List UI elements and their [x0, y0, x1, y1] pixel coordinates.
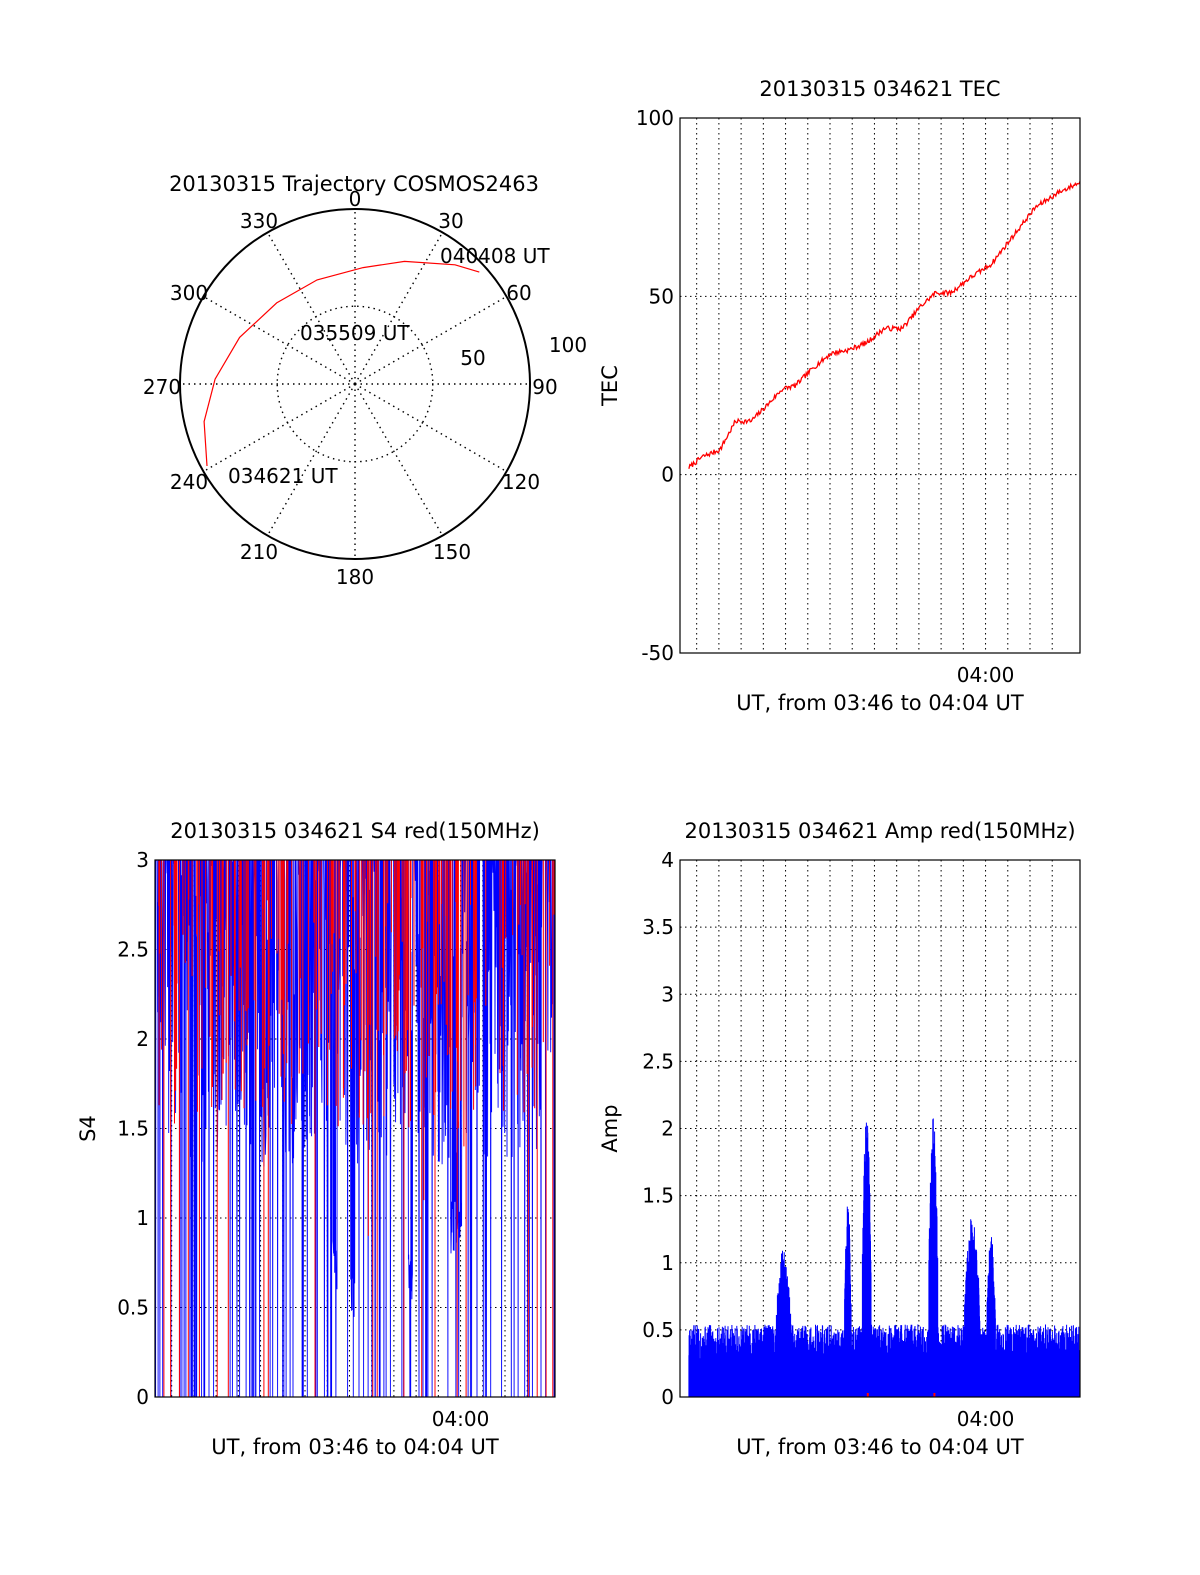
- s4-title: 20130315 034621 S4 red(150MHz): [170, 819, 540, 843]
- y-tick-label: 3: [136, 848, 149, 872]
- s4-panel: 0 0.5 1 1.5 2 2.5 3 04:00 20130315 034621 S4 red…: [76, 819, 556, 1459]
- y-tick-label: 0.5: [117, 1296, 149, 1320]
- radial-label-100: 100: [549, 333, 587, 357]
- tec-panel: -50 0 50 100 04:00 20130315 034621 TEC UT, fro…: [598, 77, 1081, 715]
- azimuth-label-330: 330: [240, 209, 278, 233]
- y-tick-label: 1: [136, 1206, 149, 1230]
- azimuth-spoke-120: [354, 383, 507, 473]
- y-tick-label: 100: [636, 106, 674, 130]
- trajectory-track-red: [203, 260, 480, 467]
- x-axis-label: UT, from 03:46 to 04:04 UT: [736, 691, 1024, 715]
- polar-outer-circle: [179, 208, 531, 560]
- y-tick-label: 3.5: [642, 915, 674, 939]
- y-tick-label: 2.5: [117, 938, 149, 962]
- azimuth-label-30: 30: [438, 209, 463, 233]
- y-tick-label: 0: [661, 463, 674, 487]
- azimuth-label-240: 240: [170, 470, 208, 494]
- trajectory-title: 20130315 Trajectory COSMOS2463: [169, 172, 539, 196]
- azimuth-label-120: 120: [502, 470, 540, 494]
- x-tick-label: 04:00: [957, 1407, 1015, 1431]
- elevation-ring-50: [276, 305, 434, 463]
- y-tick-label: 1: [661, 1251, 674, 1275]
- azimuth-label-270: 270: [143, 375, 181, 399]
- amp-series-blue: [688, 1118, 1081, 1397]
- y-tick-label: 4: [661, 848, 674, 872]
- azimuth-label-0: 0: [349, 187, 362, 211]
- azimuth-label-300: 300: [170, 281, 208, 305]
- tec-plot-frame: [679, 117, 1081, 654]
- y-axis-label: TEC: [598, 365, 622, 407]
- azimuth-spoke-30: [354, 232, 444, 385]
- y-tick-label: 2: [136, 1027, 149, 1051]
- amp-series-red: [866, 1393, 936, 1397]
- amp-panel: 0 0.5 1 1.5 2 2.5 3 3.5 4 04:00 20130315 034621 Am…: [598, 819, 1081, 1459]
- y-tick-label: 2: [661, 1117, 674, 1141]
- y-tick-label: 0: [661, 1385, 674, 1409]
- azimuth-label-60: 60: [506, 281, 531, 305]
- trajectory-annotation: 035509 UT: [300, 321, 410, 345]
- y-tick-label: 0.5: [642, 1318, 674, 1342]
- y-tick-label: 2.5: [642, 1049, 674, 1073]
- azimuth-label-210: 210: [240, 540, 278, 564]
- y-axis-label: S4: [76, 1115, 100, 1142]
- azimuth-spoke-240: [203, 383, 356, 473]
- tec-series-red: [688, 181, 1081, 469]
- azimuth-label-180: 180: [336, 565, 374, 589]
- y-tick-label: -50: [641, 641, 674, 665]
- azimuth-label-150: 150: [433, 540, 471, 564]
- trajectory-annotation: 040408 UT: [440, 244, 550, 268]
- y-axis-label: Amp: [598, 1104, 622, 1152]
- x-tick-label: 04:00: [432, 1407, 490, 1431]
- x-tick-label: 04:00: [957, 663, 1015, 687]
- s4-plot-frame: [154, 859, 556, 1398]
- x-axis-label: UT, from 03:46 to 04:04 UT: [736, 1435, 1024, 1459]
- y-tick-label: 50: [649, 284, 674, 308]
- amp-plot-frame: [679, 859, 1081, 1398]
- tec-title: 20130315 034621 TEC: [759, 77, 1000, 101]
- azimuth-spoke-330: [266, 232, 356, 385]
- radial-label-50: 50: [460, 346, 485, 370]
- x-axis-label: UT, from 03:46 to 04:04 UT: [211, 1435, 499, 1459]
- s4-series-red: [158, 860, 555, 1397]
- y-tick-label: 1.5: [642, 1184, 674, 1208]
- y-tick-label: 3: [661, 982, 674, 1006]
- trajectory-annotation: 034621 UT: [228, 464, 338, 488]
- azimuth-label-90: 90: [532, 375, 557, 399]
- y-tick-label: 0: [136, 1385, 149, 1409]
- amp-title: 20130315 034621 Amp red(150MHz): [684, 819, 1075, 843]
- y-tick-label: 1.5: [117, 1117, 149, 1141]
